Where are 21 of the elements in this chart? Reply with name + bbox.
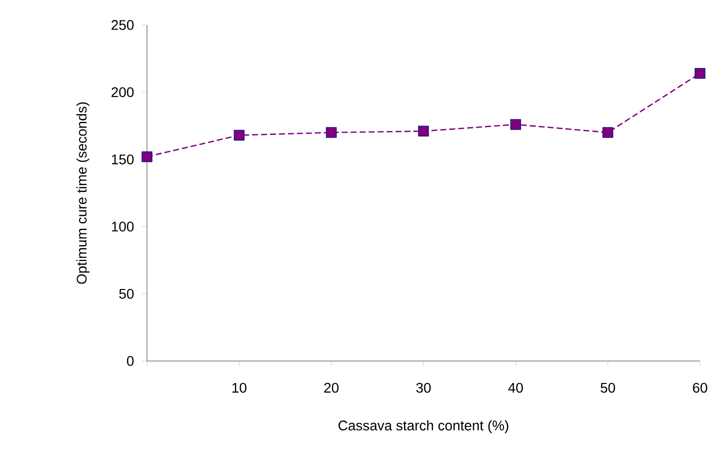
x-tick-label: 30 (416, 382, 431, 393)
x-tick-label: 40 (508, 382, 523, 393)
y-tick-label: 250 (112, 20, 134, 30)
y-tick-label: 200 (112, 87, 134, 98)
x-tick-label: 10 (232, 382, 246, 393)
y-tick-label: 0 (126, 356, 134, 366)
point (234, 130, 245, 141)
point (694, 68, 706, 79)
x-tick-label: 60 (692, 382, 708, 393)
x-tick-label: 50 (600, 382, 616, 393)
point (142, 151, 152, 162)
point (326, 127, 337, 138)
x-tick-label: 20 (324, 382, 339, 393)
y-axis-title: Optimum cure time (seconds) (76, 102, 90, 284)
y-tick-label: 150 (112, 154, 134, 164)
point (510, 119, 522, 130)
point (602, 127, 614, 138)
x-axis-title: Cassava starch content (%) (338, 420, 508, 434)
y-tick-label: 50 (119, 288, 134, 299)
y-tick-label: 100 (112, 222, 134, 232)
point (418, 126, 429, 137)
